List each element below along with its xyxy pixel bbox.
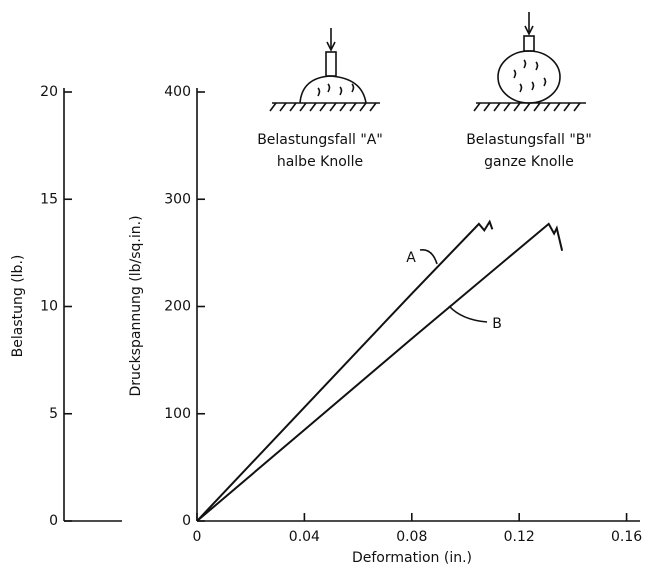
y-tick-label: 300 (164, 191, 191, 207)
y-tick-label: 100 (164, 406, 191, 422)
icon-half-tuber (269, 28, 380, 112)
series-line (196, 222, 564, 522)
y2-axis-label: Belastung (lb.) (10, 255, 26, 358)
y2-tick-label: 10 (40, 299, 58, 315)
case-b-subtitle: ganze Knolle (484, 154, 574, 170)
y2-tick-label: 0 (49, 513, 58, 529)
y-axis-label: Druckspannung (lb/sq.in.) (128, 215, 144, 396)
arrow-b (448, 305, 488, 323)
icon-whole-tuber (473, 12, 586, 112)
x-tick-label: 0.08 (396, 529, 427, 545)
series-label-b: B (492, 316, 502, 332)
series-line (196, 219, 494, 522)
y2-tick-label: 5 (49, 406, 58, 422)
x-tick-label: 0.04 (289, 529, 320, 545)
y-tick-label: 400 (164, 84, 191, 100)
case-b-title: Belastungsfall "B" (466, 132, 592, 148)
arrow-a (419, 248, 438, 265)
x-tick-label: 0.12 (504, 529, 535, 545)
case-a-title: Belastungsfall "A" (257, 132, 383, 148)
x-tick-label: 0 (193, 529, 202, 545)
y-tick-label: 0 (182, 513, 191, 529)
y2-tick-label: 15 (40, 191, 58, 207)
series-label-a: A (406, 250, 416, 266)
x-axis-label: Deformation (in.) (352, 550, 472, 566)
y2-tick-label: 20 (40, 84, 58, 100)
x-tick-label: 0.16 (611, 529, 642, 545)
case-a-subtitle: halbe Knolle (277, 154, 363, 170)
y-tick-label: 200 (164, 299, 191, 315)
